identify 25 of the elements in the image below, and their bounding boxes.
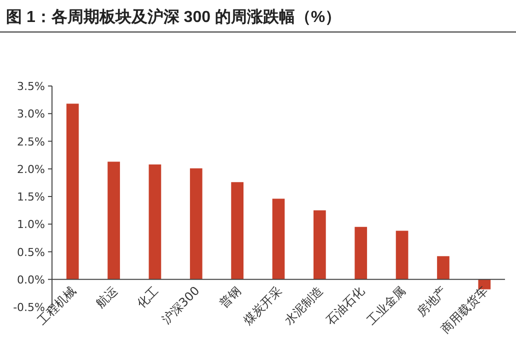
bar [148, 164, 162, 280]
y-tick-label: 3.0% [17, 108, 45, 121]
x-tick-label: 航运 [93, 284, 120, 310]
bar [190, 168, 202, 280]
bar [66, 104, 79, 280]
bar [437, 256, 450, 280]
bar [314, 210, 326, 280]
bar [108, 162, 120, 280]
bar [354, 226, 368, 280]
y-tick-label: 1.0% [17, 218, 45, 232]
bar [396, 230, 408, 280]
x-tick-label: 工业金属 [364, 284, 408, 328]
x-tick-label: 石油石化 [323, 284, 367, 328]
y-tick-label: 0.0% [17, 273, 45, 286]
chart-title: 图 1：各周期板块及沪深 300 的周涨跌幅（%） [6, 7, 342, 26]
x-tick-label: 普钢 [216, 284, 244, 310]
y-tick-label: 1.5% [17, 190, 45, 204]
y-tick-label: 2.5% [17, 135, 45, 148]
bar [272, 198, 285, 280]
bar [231, 182, 244, 280]
x-tick-label: 化工 [134, 284, 162, 310]
y-tick-label: 0.5% [17, 246, 45, 259]
y-tick-label: 3.5% [17, 80, 45, 93]
y-tick-label: 2.0% [17, 162, 45, 176]
x-tick-label: 房地产 [414, 284, 450, 319]
